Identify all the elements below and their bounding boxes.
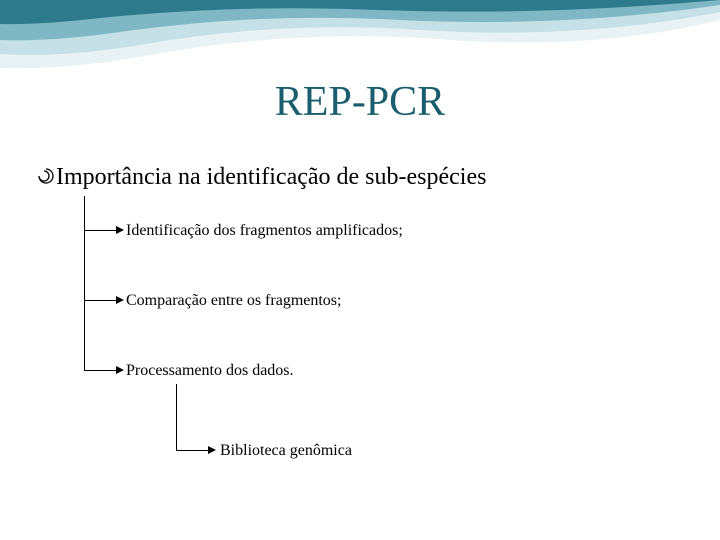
- arrow-right-icon: [116, 366, 124, 374]
- heading-text: Importância na identificação de sub-espé…: [56, 164, 486, 190]
- main-heading: Importância na identificação de sub-espé…: [36, 164, 486, 191]
- slide-title: REP-PCR: [0, 78, 720, 126]
- tree1-item: Processamento dos dados.: [126, 362, 294, 380]
- tree1-item: Identificação dos fragmentos amplificado…: [126, 222, 403, 240]
- tree2-hline: [176, 450, 208, 451]
- tree1-hline: [84, 300, 116, 301]
- tree1-item: Comparação entre os fragmentos;: [126, 292, 341, 310]
- arrow-right-icon: [208, 446, 216, 454]
- tree1-hline: [84, 370, 116, 371]
- tree1-hline: [84, 230, 116, 231]
- arrow-right-icon: [116, 296, 124, 304]
- slide-content: REP-PCR Importância na identificação de …: [0, 0, 720, 540]
- tree2-item: Biblioteca genômica: [220, 442, 352, 460]
- tree2-vertical: [176, 384, 177, 450]
- tree1-vertical: [84, 196, 85, 370]
- arrow-right-icon: [116, 226, 124, 234]
- swirl-bullet-icon: [36, 164, 56, 191]
